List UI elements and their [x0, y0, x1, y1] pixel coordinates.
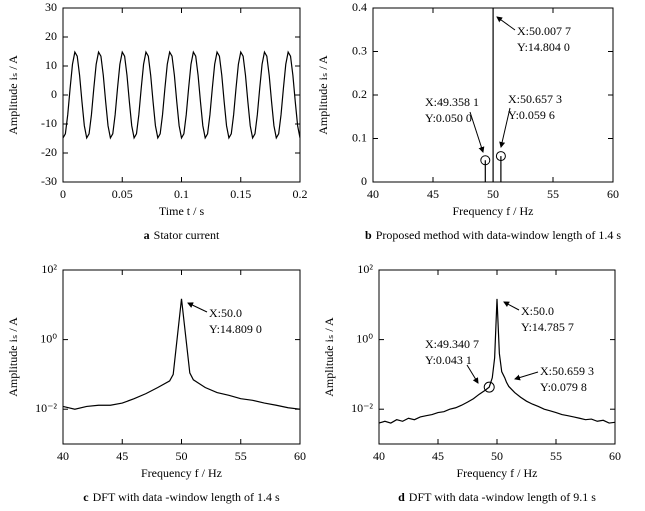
annotation-arrow [469, 111, 485, 153]
y-axis-label: Amplitude iₛ / A [322, 317, 336, 397]
x-axis-label: Frequency f / Hz [453, 204, 534, 218]
y-tick-label: 0.3 [352, 43, 367, 57]
y-tick-label: 0 [51, 87, 57, 101]
y-axis-label: Amplitude iₛ / A [6, 55, 20, 135]
y-tick-label: 10 [45, 58, 57, 72]
annotation-arrow [499, 107, 511, 148]
caption-label: c [83, 490, 89, 504]
annotation-y: Y:0.079 8 [540, 380, 587, 394]
x-tick-label: 50 [487, 187, 499, 201]
data-line [379, 298, 615, 424]
annotation-y: Y:14.785 7 [521, 320, 574, 334]
x-tick-label: 45 [432, 449, 444, 463]
annotation-y: Y:0.059 6 [508, 108, 555, 122]
x-tick-label: 0.15 [230, 187, 251, 201]
y-tick-label: 10⁰ [356, 331, 373, 345]
annotation-arrow [503, 301, 520, 311]
x-tick-label: 60 [294, 449, 306, 463]
data-line [63, 298, 300, 410]
caption: b Proposed method with data-window length… [365, 228, 621, 242]
annotation-y: Y:0.050 0 [425, 111, 472, 125]
x-tick-label: 50 [176, 449, 188, 463]
y-tick-label: -30 [41, 174, 57, 188]
x-tick-label: 40 [57, 449, 69, 463]
x-axis-label: Time t / s [159, 204, 205, 218]
point-marker [483, 381, 495, 393]
x-tick-label: 55 [547, 187, 559, 201]
annotation-arrow [514, 371, 539, 381]
annotation-x: X:50.657 3 [508, 92, 562, 106]
y-tick-label: 10⁻² [35, 401, 57, 415]
x-tick-label: 40 [373, 449, 385, 463]
caption: d DFT with data -window length of 9.1 s [398, 490, 596, 504]
caption-label: b [365, 228, 372, 242]
x-tick-label: 60 [607, 187, 619, 201]
annotation-x: X:49.340 7 [425, 337, 479, 351]
y-tick-label: 30 [45, 0, 57, 14]
caption-text: DFT with data -window length of 9.1 s [409, 490, 596, 504]
y-tick-label: 0 [361, 174, 367, 188]
stem-marker [480, 155, 491, 166]
stem-marker [495, 151, 506, 162]
annotation-x: X:50.0 [521, 304, 554, 318]
y-tick-label: 10⁰ [40, 331, 57, 345]
x-tick-label: 45 [116, 449, 128, 463]
y-tick-label: -20 [41, 145, 57, 159]
y-tick-label: 0.4 [352, 0, 367, 14]
x-tick-label: 60 [609, 449, 621, 463]
x-axis-label: Frequency f / Hz [457, 466, 538, 480]
x-tick-label: 0.2 [293, 187, 308, 201]
caption-label: a [144, 228, 150, 242]
data-line [63, 50, 300, 140]
x-tick-label: 0.1 [174, 187, 189, 201]
y-tick-label: 10⁻² [351, 401, 373, 415]
x-tick-label: 40 [367, 187, 379, 201]
x-tick-label: 0.05 [112, 187, 133, 201]
annotation-y: Y:0.043 1 [425, 353, 472, 367]
y-tick-label: 0.2 [352, 87, 367, 101]
y-tick-label: -10 [41, 116, 57, 130]
annotation-y: Y:14.809 0 [209, 322, 262, 336]
x-tick-label: 45 [427, 187, 439, 201]
annotation-arrow [466, 364, 479, 384]
annotation-arrow [187, 302, 208, 313]
caption-text: DFT with data -window length of 1.4 s [93, 490, 280, 504]
y-axis-label: Amplitude iₛ / A [316, 55, 330, 135]
x-tick-label: 50 [491, 449, 503, 463]
annotation-x: X:49.358 1 [425, 95, 479, 109]
y-tick-label: 10² [41, 262, 57, 276]
annotation-x: X:50.0 [209, 306, 242, 320]
annotation-x: X:50.007 7 [517, 24, 571, 38]
y-axis-label: Amplitude iₛ / A [6, 317, 20, 397]
caption: c DFT with data -window length of 1.4 s [83, 490, 280, 504]
y-tick-label: 0.1 [352, 130, 367, 144]
x-tick-label: 55 [235, 449, 247, 463]
x-tick-label: 0 [60, 187, 66, 201]
caption: a Stator current [144, 228, 220, 242]
y-tick-label: 10² [357, 262, 373, 276]
caption-text: Stator current [154, 228, 220, 242]
caption-label: d [398, 490, 405, 504]
x-tick-label: 55 [550, 449, 562, 463]
x-axis-label: Frequency f / Hz [141, 466, 222, 480]
y-tick-label: 20 [45, 29, 57, 43]
annotation-x: X:50.659 3 [540, 364, 594, 378]
annotation-y: Y:14.804 0 [517, 40, 570, 54]
annotation-arrow [496, 16, 516, 31]
plot-frame [62, 269, 301, 445]
caption-text: Proposed method with data-window length … [376, 228, 622, 242]
plot-frame [62, 7, 301, 183]
